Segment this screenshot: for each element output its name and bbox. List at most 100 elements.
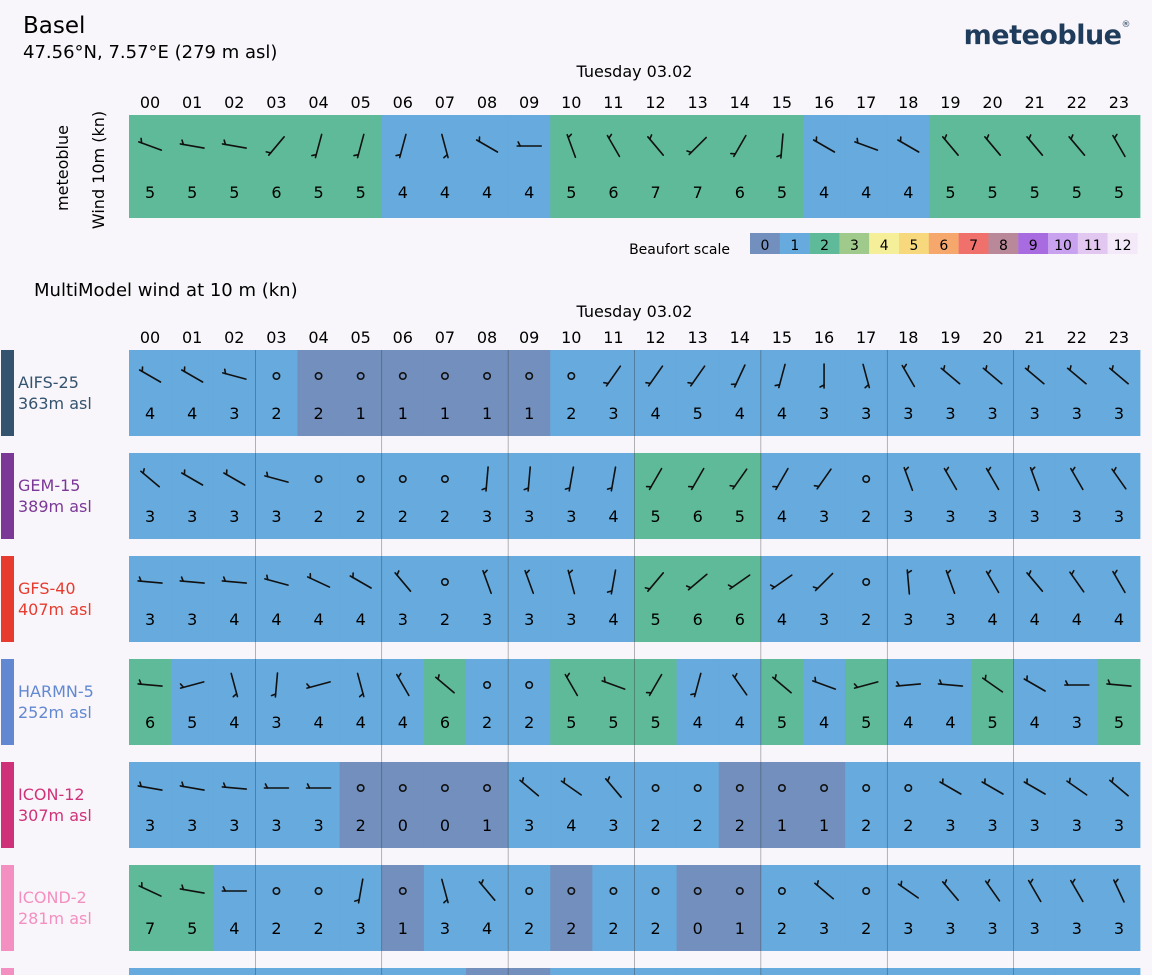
model-wind-barb-shaft [1066, 367, 1087, 385]
model-cell [803, 865, 846, 951]
model-wind-barb-calm [440, 474, 449, 483]
model-speed-label: 6 [693, 610, 703, 629]
model-cell [971, 865, 1015, 951]
model-cell [129, 762, 172, 848]
model-wind-barb-shaft [732, 674, 748, 696]
model-wind-barb-shaft [221, 372, 247, 380]
model-speed-label: 4 [1030, 610, 1040, 629]
top-hour-label: 15 [772, 93, 792, 112]
model-wind-barb-flag [358, 692, 364, 698]
model-cell [466, 659, 509, 745]
model-wind-barb-calm [272, 886, 281, 895]
model-speed-label: 0 [398, 816, 408, 835]
model-wind-barb-flag [942, 365, 946, 372]
model-wind-barb-flag [1065, 680, 1069, 686]
model-wind-barb-flag [1111, 777, 1114, 784]
model-speed-label: 2 [861, 816, 871, 835]
model-cell [760, 350, 804, 436]
model-cell [718, 453, 762, 539]
model-cell [423, 659, 467, 745]
model-wind-barb-shaft [937, 683, 964, 687]
top-speed-label: 7 [693, 183, 703, 202]
top-wind-barb-flag [395, 153, 402, 157]
model-cell [466, 350, 509, 436]
multi-hour-label: 14 [730, 328, 750, 347]
top-hour-label: 18 [898, 93, 918, 112]
model-wind-barb-calm [862, 886, 871, 895]
model-wind-barb-shaft [853, 681, 879, 689]
top-cell [1097, 115, 1141, 218]
model-wind-barb-flag [1114, 878, 1119, 884]
model-wind-barb-shaft [1023, 678, 1046, 692]
top-speed-label: 5 [229, 183, 239, 202]
model-wind-barb-shaft [179, 681, 205, 689]
model-speed-label: 3 [903, 507, 913, 526]
top-wind-barb-shaft [221, 143, 247, 149]
model-wind-barb-flag [774, 383, 781, 387]
model-cell [381, 762, 425, 848]
model-wind-barb-flag [222, 576, 227, 583]
multi-hour-label: 13 [688, 328, 708, 347]
model-wind-barb-flag [483, 569, 488, 575]
model-speed-label: 3 [903, 919, 913, 938]
model-cell [887, 659, 930, 745]
model-wind-barb-calm [483, 783, 492, 792]
model-name: ICON-12 [18, 785, 85, 804]
meteoblue-wind-panel: Tuesday 03.02 00 01 02 03 04 05 06 07 08 09 10 11 12 1… [53, 62, 1141, 229]
model-cell [255, 556, 298, 642]
model-name: GFS-40 [18, 579, 76, 598]
model-speed-label: 5 [608, 713, 618, 732]
model-wind-barb-flag [1070, 569, 1075, 576]
model-wind-barb-shaft [1106, 683, 1132, 687]
multi-hour-label: 18 [898, 328, 918, 347]
top-hour-label: 09 [519, 93, 539, 112]
multi-hour-label: 16 [814, 328, 834, 347]
model-wind-barb-shaft [524, 569, 535, 595]
model-wind-barb-flag [525, 569, 530, 575]
top-cell [171, 115, 214, 218]
brand-name: meteoblue [963, 20, 1122, 51]
top-cell [718, 115, 762, 218]
next-row-cell [213, 968, 256, 975]
model-wind-barb-shaft [1026, 572, 1044, 592]
top-hour-label: 16 [814, 93, 834, 112]
model-wind-barb-shaft [306, 681, 331, 689]
legend-swatch [1018, 233, 1049, 254]
model-cell [929, 453, 972, 539]
model-wind-barb-shaft [945, 569, 956, 595]
top-hour-label: 07 [435, 93, 455, 112]
model-speed-label: 2 [903, 816, 913, 835]
model-speed-label: 3 [1114, 404, 1124, 423]
model-cell [634, 865, 678, 951]
model-wind-barb-flag [306, 783, 311, 789]
model-speed-label: 3 [945, 610, 955, 629]
next-row-cell [760, 968, 804, 975]
model-wind-barb-shaft [179, 785, 205, 791]
model-cell [718, 659, 762, 745]
model-wind-barb-flag [903, 363, 908, 370]
multi-hour-label: 06 [393, 328, 413, 347]
multi-hour-label: 04 [308, 328, 328, 347]
model-speed-label: 3 [1030, 507, 1040, 526]
model-wind-barb-shaft [601, 680, 626, 690]
model-row: AIFS-25 363m asl 4 4 3 2 2 1 1 1 1 1 2 3 4 5 4 4 3 3 3 3 3 3 3 3 [1, 350, 1141, 436]
model-cell [1055, 556, 1099, 642]
model-cell [213, 453, 256, 539]
model-wind-barb-flag [685, 585, 692, 589]
model-wind-barb-flag [603, 381, 610, 385]
model-wind-barb-flag [180, 576, 185, 583]
multi-hour-label: 05 [351, 328, 371, 347]
model-wind-barb-flag [1107, 679, 1111, 686]
model-wind-barb-shaft [610, 466, 617, 492]
model-speed-label: 1 [398, 404, 408, 423]
top-wind-barb-shaft [441, 133, 449, 159]
top-cell [887, 115, 930, 218]
model-cell [845, 659, 888, 745]
model-wind-barb-shaft [221, 580, 248, 584]
model-cell [508, 762, 551, 848]
multi-hour-label: 22 [1067, 328, 1087, 347]
model-altitude: 252m asl [18, 703, 92, 722]
model-cell [887, 762, 930, 848]
model-speed-label: 5 [987, 713, 997, 732]
legend-label: 8 [999, 238, 1008, 254]
